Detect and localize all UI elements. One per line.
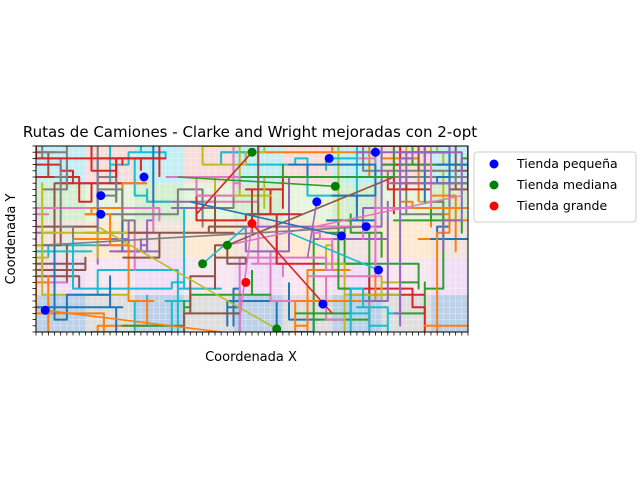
legend-label-small: Tienda pequeña	[516, 156, 618, 171]
store-marker-series-2	[247, 219, 257, 228]
route-path	[165, 146, 241, 197]
route-path	[349, 287, 401, 332]
plot-area	[36, 146, 468, 332]
store-marker-series-1	[198, 259, 208, 269]
store-marker-series-0	[361, 222, 371, 232]
y-axis-label: Coordenada Y	[4, 194, 19, 285]
legend: Tienda pequeña Tienda mediana Tienda gra…	[473, 151, 637, 223]
route-path	[393, 151, 463, 327]
store-marker-series-1	[330, 181, 340, 191]
store-marker-series-0	[312, 197, 322, 207]
store-marker-series-2	[241, 277, 251, 287]
store-marker-series-0	[96, 191, 106, 201]
chart-title: Rutas de Camiones - Clarke and Wright me…	[23, 123, 477, 141]
route-connector	[97, 225, 278, 330]
route-connector	[227, 176, 395, 246]
route-path	[122, 183, 247, 259]
legend-label-medium: Tienda mediana	[516, 177, 617, 192]
store-marker-series-1	[247, 147, 257, 157]
route-connector	[238, 223, 253, 320]
route-path	[36, 208, 223, 290]
store-marker-series-0	[96, 209, 106, 219]
route-path	[201, 146, 272, 209]
route-path	[195, 194, 320, 265]
route-path	[400, 200, 468, 332]
route-connector	[288, 232, 379, 271]
legend-marker-large	[489, 201, 499, 211]
route-path	[36, 158, 68, 315]
store-marker-series-0	[324, 153, 334, 163]
route-path	[96, 146, 136, 233]
legend-marker-medium	[489, 180, 499, 190]
store-marker-series-0	[336, 231, 346, 241]
store-marker-series-0	[139, 172, 149, 182]
route-path	[251, 146, 420, 216]
route-connector	[190, 201, 342, 237]
store-markers	[40, 147, 384, 332]
route-connector	[251, 222, 333, 314]
store-marker-series-0	[370, 147, 380, 157]
route-path	[294, 269, 377, 332]
route-path	[36, 245, 124, 332]
route-connector	[227, 194, 462, 246]
route-path	[362, 146, 468, 216]
legend-box	[473, 151, 637, 223]
route-path	[183, 244, 247, 332]
route-connector	[177, 176, 336, 188]
truck-routes	[36, 146, 468, 332]
x-axis-label: Coordenada X	[205, 350, 297, 365]
region-block	[430, 257, 468, 296]
route-path	[72, 182, 155, 332]
route-connector	[45, 309, 222, 332]
route-path	[36, 231, 142, 278]
store-marker-series-1	[272, 324, 282, 332]
store-marker-series-0	[40, 305, 50, 315]
region-block	[430, 294, 468, 332]
route-path	[295, 213, 383, 315]
route-path	[238, 146, 414, 178]
store-marker-series-1	[222, 240, 232, 250]
legend-marker-small	[489, 159, 499, 169]
store-marker-series-0	[318, 299, 328, 309]
route-connector	[195, 151, 253, 215]
axis-ticks	[32, 145, 469, 336]
legend-label-large: Tienda grande	[516, 198, 607, 213]
route-path	[36, 146, 167, 178]
route-path	[288, 163, 377, 222]
store-marker-series-0	[374, 265, 384, 275]
